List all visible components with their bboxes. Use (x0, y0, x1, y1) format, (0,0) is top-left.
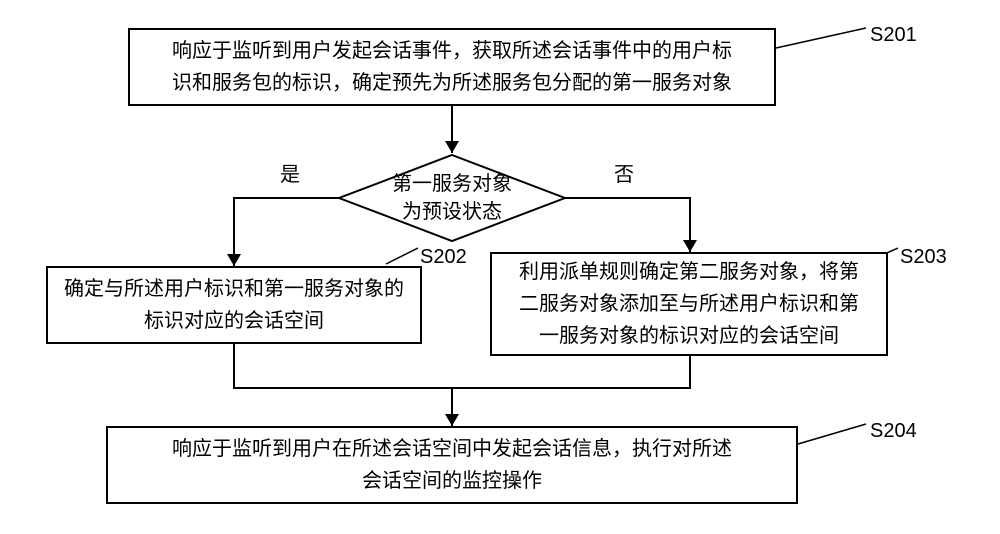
step-tag-s201: S201 (870, 24, 917, 47)
flow-node-text: 第一服务对象 为预设状态 (392, 170, 512, 226)
flow-node-text: 利用派单规则确定第二服务对象，将第 二服务对象添加至与所述用户标识和第 一服务对… (519, 256, 859, 352)
flow-node-decision: 第一服务对象 为预设状态 (339, 155, 565, 241)
flow-node-text: 确定与所述用户标识和第一服务对象的 标识对应的会话空间 (64, 273, 404, 337)
branch-label-no: 否 (614, 158, 634, 187)
step-tag-s203: S203 (900, 246, 947, 269)
branch-label-yes: 是 (280, 158, 300, 187)
flow-node-s204: 响应于监听到用户在所述会话空间中发起会话信息，执行对所述 会话空间的监控操作 (106, 426, 798, 504)
flow-node-text: 响应于监听到用户在所述会话空间中发起会话信息，执行对所述 会话空间的监控操作 (172, 433, 732, 497)
flow-node-text: 响应于监听到用户发起会话事件，获取所述会话事件中的用户标 识和服务包的标识，确定… (172, 35, 732, 99)
step-tag-s202: S202 (420, 246, 467, 269)
flow-node-s202: 确定与所述用户标识和第一服务对象的 标识对应的会话空间 (46, 266, 422, 344)
step-tag-s204: S204 (870, 420, 917, 443)
flow-node-s203: 利用派单规则确定第二服务对象，将第 二服务对象添加至与所述用户标识和第 一服务对… (490, 252, 888, 356)
flow-node-s201: 响应于监听到用户发起会话事件，获取所述会话事件中的用户标 识和服务包的标识，确定… (128, 28, 776, 106)
